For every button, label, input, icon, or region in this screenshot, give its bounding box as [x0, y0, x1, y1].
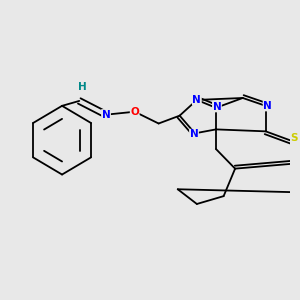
- Text: H: H: [78, 82, 86, 92]
- Text: N: N: [213, 102, 221, 112]
- Text: N: N: [263, 101, 272, 111]
- Text: N: N: [190, 129, 198, 139]
- Text: O: O: [130, 107, 139, 117]
- Text: N: N: [193, 95, 201, 105]
- Text: S: S: [291, 133, 298, 143]
- Text: N: N: [102, 110, 110, 120]
